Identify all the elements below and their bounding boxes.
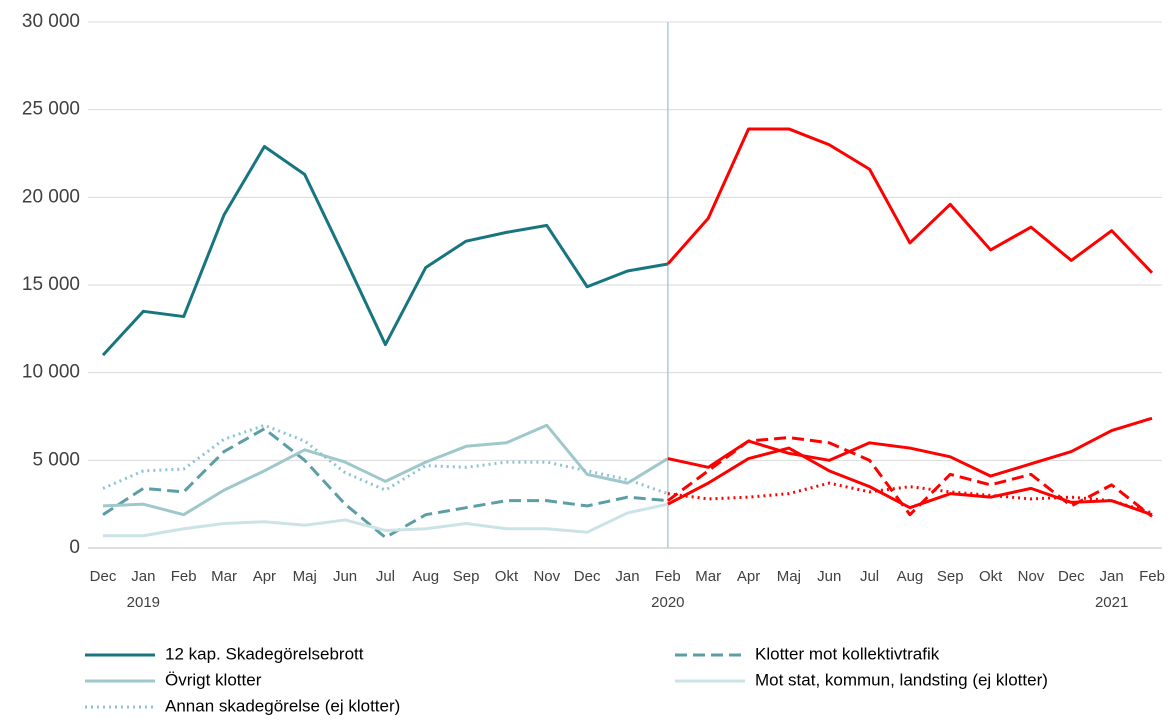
x-tick-label: Aug	[412, 568, 439, 585]
x-tick-label: Maj	[293, 568, 317, 585]
x-tick-label: Jun	[817, 568, 841, 585]
year-label: 2020	[651, 594, 684, 611]
series-line	[102, 423, 669, 517]
x-tick-label: Jun	[333, 568, 357, 585]
x-tick-label: Jul	[860, 568, 879, 585]
x-tick-label: Maj	[777, 568, 801, 585]
y-tick-label: 0	[69, 537, 80, 558]
series-line-highlight	[666, 127, 1154, 274]
y-tick-label: 30 000	[22, 11, 80, 32]
x-tick-label: Jan	[131, 568, 155, 585]
series-line	[103, 502, 669, 538]
x-tick-label: Dec	[90, 568, 117, 585]
legend-label: Övrigt klotter	[165, 670, 262, 689]
x-tick-label: Feb	[655, 568, 681, 585]
x-tick-label: Sep	[453, 568, 480, 585]
year-label: 2021	[1095, 594, 1128, 611]
series-line	[102, 423, 669, 496]
x-tick-label: Sep	[937, 568, 964, 585]
x-tick-label: Jan	[1100, 568, 1124, 585]
x-tick-label: Dec	[1058, 568, 1085, 585]
legend-label: Klotter mot kollektivtrafik	[755, 644, 940, 663]
year-label: 2019	[127, 594, 160, 611]
x-tick-label: Jan	[615, 568, 639, 585]
series-line-highlight	[667, 446, 1153, 517]
legend-label: Annan skadegörelse (ej klotter)	[165, 696, 400, 715]
legend-label: Mot stat, kommun, landsting (ej klotter)	[755, 670, 1048, 689]
x-tick-label: Okt	[979, 568, 1003, 585]
x-tick-label: Nov	[1018, 568, 1045, 585]
y-tick-label: 5 000	[32, 449, 80, 470]
x-tick-label: Feb	[1139, 568, 1165, 585]
y-tick-label: 10 000	[22, 362, 80, 383]
x-tick-label: Aug	[897, 568, 924, 585]
x-tick-label: Dec	[574, 568, 601, 585]
series-line	[101, 144, 669, 357]
legend-label: 12 kap. Skadegörelsebrott	[165, 644, 364, 663]
x-tick-label: Okt	[495, 568, 519, 585]
x-tick-label: Feb	[171, 568, 197, 585]
x-tick-label: Apr	[737, 568, 760, 585]
y-tick-label: 15 000	[22, 274, 80, 295]
series-line-highlight	[667, 416, 1153, 478]
x-tick-label: Jul	[376, 568, 395, 585]
x-tick-label: Apr	[253, 568, 276, 585]
y-tick-label: 20 000	[22, 186, 80, 207]
y-tick-label: 25 000	[22, 99, 80, 120]
x-tick-label: Mar	[695, 568, 721, 585]
series-line	[102, 427, 668, 539]
x-tick-label: Mar	[211, 568, 237, 585]
x-tick-label: Nov	[533, 568, 560, 585]
